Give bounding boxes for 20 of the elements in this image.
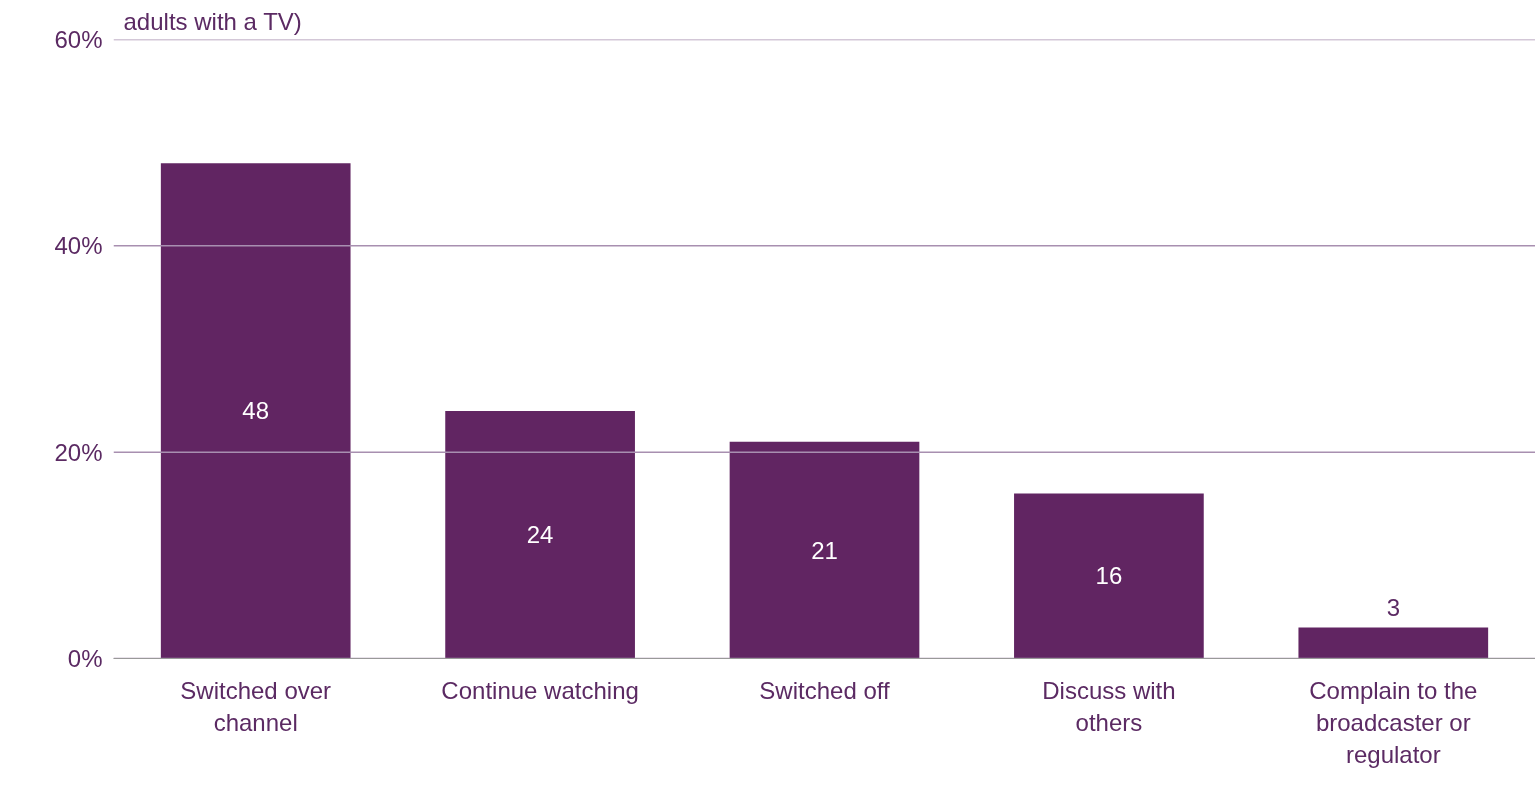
data-label: 3	[1386, 593, 1400, 621]
y-tick-label: 40%	[54, 232, 103, 260]
data-label: 16	[1095, 562, 1123, 590]
x-tick-label: Continue watching	[441, 676, 639, 704]
text: adults with a TV)	[123, 7, 302, 35]
data-label: 21	[811, 536, 838, 564]
bar	[1298, 627, 1489, 659]
y-tick-label: 0%	[67, 645, 103, 672]
bar	[729, 441, 920, 659]
y-tick-label: 60%	[54, 26, 103, 53]
x-tick-label: Switched over channel	[180, 676, 332, 736]
x-tick-label: Switched off	[759, 676, 890, 704]
bar	[445, 410, 635, 659]
bar	[1014, 493, 1204, 659]
x-tick-label: Discuss with others	[1042, 676, 1176, 736]
data-label: 48	[242, 397, 270, 425]
bar	[160, 163, 351, 659]
data-label: 24	[526, 521, 554, 549]
y-tick-label: 20%	[54, 438, 103, 466]
x-tick-label: Complain to the broadcaster or regulator	[1309, 676, 1478, 769]
